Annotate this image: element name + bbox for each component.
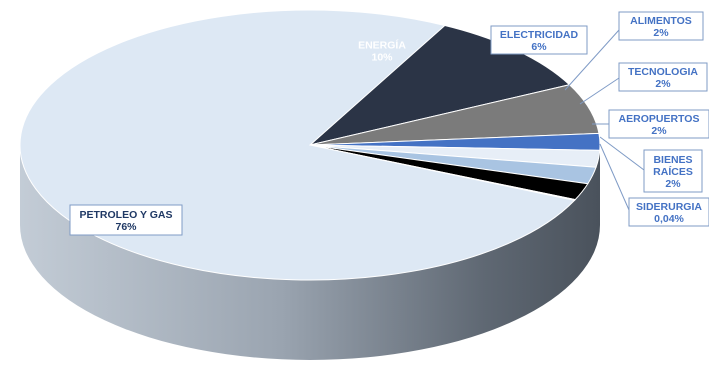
data-label-box-alimentos (618, 11, 704, 41)
leader-line-tecnologia (579, 77, 620, 105)
data-label-box-electricidad (490, 25, 588, 55)
data-label-electricidad-value: 6% (531, 41, 547, 53)
data-label-siderurgia-name: SIDERURGIA (636, 201, 702, 213)
data-label-tecnologia-name: TECNOLOGIA (628, 66, 698, 78)
data-label-energ-a-value: 10% (371, 52, 393, 64)
data-label-box-aeropuertos (608, 109, 709, 139)
leader-line-bienes-ra-ces (599, 136, 645, 171)
data-label-box-bienes-ra-ces (643, 149, 703, 193)
data-label-petroleo-y-gas-name: PETROLEO Y GAS (80, 209, 173, 221)
data-label-aeropuertos-name: AEROPUERTOS (619, 113, 700, 125)
data-label-alimentos-value: 2% (653, 27, 669, 39)
data-label-aeropuertos-value: 2% (651, 125, 667, 137)
leader-line-alimentos (564, 29, 620, 91)
data-label-box-petroleo-y-gas (69, 204, 183, 236)
data-label-petroleo-y-gas-value: 76% (115, 221, 137, 233)
pie-side-wall (20, 145, 600, 360)
data-label-energ-a-name: ENERGÍA (358, 39, 406, 52)
data-label-bienes-ra-ces-name: BIENES (653, 154, 692, 166)
data-label-alimentos-name: ALIMENTOS (630, 15, 692, 27)
leader-line-siderurgia (599, 143, 630, 211)
data-label-box-siderurgia (628, 197, 709, 227)
data-label-siderurgia-value: 0,04% (654, 213, 684, 225)
data-label-bienes-ra-ces-value: 2% (665, 178, 681, 190)
data-label-electricidad-name: ELECTRICIDAD (500, 29, 579, 41)
data-label-bienes-ra-ces-name: RAÍCES (653, 165, 693, 178)
data-label-box-tecnologia (618, 62, 708, 92)
data-label-tecnologia-value: 2% (655, 78, 671, 90)
